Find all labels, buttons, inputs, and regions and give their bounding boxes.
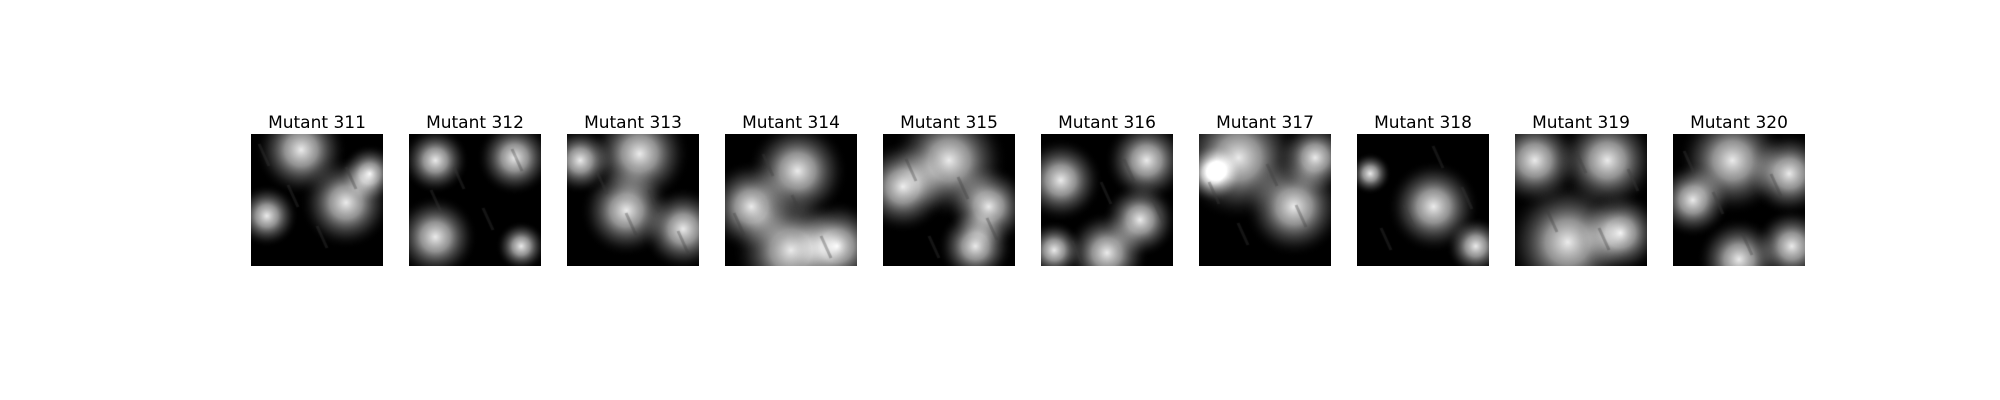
panel-mutant-314: Mutant 314 <box>725 112 857 266</box>
panel-mutant-315: Mutant 315 <box>883 112 1015 266</box>
panel-title: Mutant 317 <box>1216 113 1314 133</box>
mutant-image <box>1515 134 1647 266</box>
mutant-image <box>409 134 541 266</box>
mutant-image <box>725 134 857 266</box>
mutant-image <box>1041 134 1173 266</box>
mutant-image <box>883 134 1015 266</box>
panel-title: Mutant 319 <box>1532 113 1630 133</box>
panel-mutant-313: Mutant 313 <box>567 112 699 266</box>
panel-title: Mutant 316 <box>1058 113 1156 133</box>
panel-mutant-316: Mutant 316 <box>1041 112 1173 266</box>
panel-title: Mutant 311 <box>268 113 366 133</box>
mutant-image <box>567 134 699 266</box>
panel-mutant-317: Mutant 317 <box>1199 112 1331 266</box>
mutant-image <box>1199 134 1331 266</box>
panel-mutant-319: Mutant 319 <box>1515 112 1647 266</box>
panel-title: Mutant 315 <box>900 113 998 133</box>
panel-title: Mutant 318 <box>1374 113 1472 133</box>
panel-mutant-311: Mutant 311 <box>251 112 383 266</box>
panel-title: Mutant 312 <box>426 113 524 133</box>
panel-mutant-320: Mutant 320 <box>1673 112 1805 266</box>
mutant-image <box>251 134 383 266</box>
mutant-image <box>1673 134 1805 266</box>
panel-mutant-312: Mutant 312 <box>409 112 541 266</box>
panel-title: Mutant 314 <box>742 113 840 133</box>
panel-mutant-318: Mutant 318 <box>1357 112 1489 266</box>
panel-title: Mutant 313 <box>584 113 682 133</box>
mutant-image <box>1357 134 1489 266</box>
panel-title: Mutant 320 <box>1690 113 1788 133</box>
